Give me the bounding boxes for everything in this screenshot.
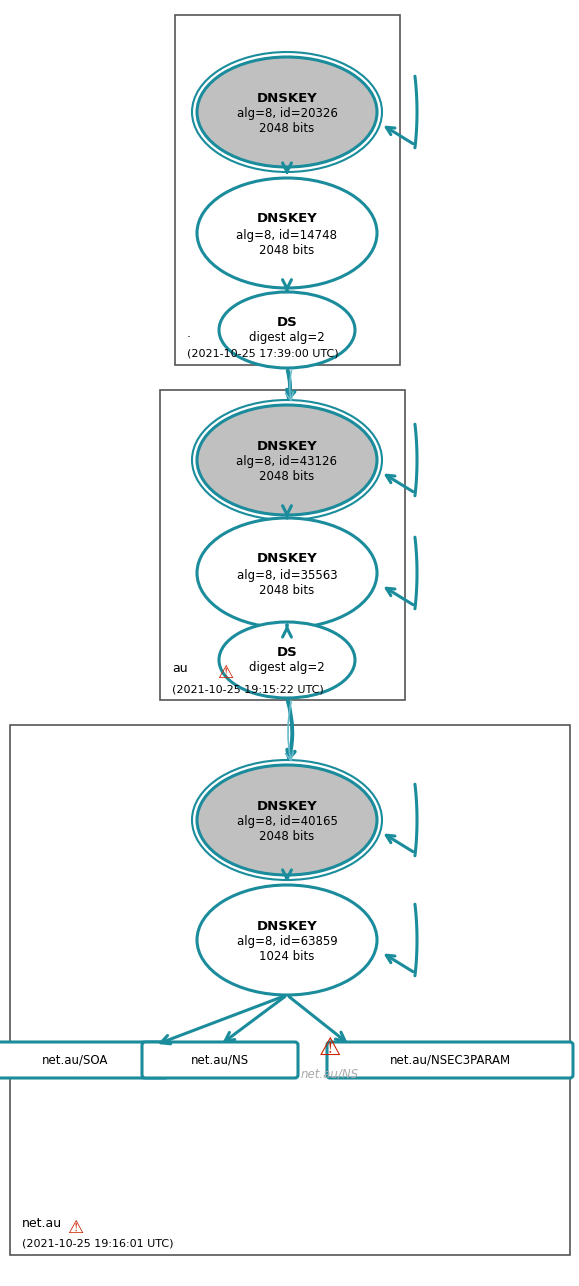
Ellipse shape <box>197 405 377 514</box>
Text: DS: DS <box>277 315 298 328</box>
Text: alg=8, id=40165: alg=8, id=40165 <box>237 815 338 828</box>
Text: .: . <box>187 327 191 340</box>
FancyBboxPatch shape <box>0 1042 168 1078</box>
Text: ⚠: ⚠ <box>67 1219 83 1237</box>
Text: ⚠: ⚠ <box>319 1037 341 1060</box>
Text: digest alg=2: digest alg=2 <box>249 661 325 674</box>
Text: DS: DS <box>277 646 298 658</box>
Text: (2021-10-25 19:15:22 UTC): (2021-10-25 19:15:22 UTC) <box>172 684 324 694</box>
Ellipse shape <box>219 622 355 698</box>
Ellipse shape <box>197 885 377 995</box>
Text: DNSKEY: DNSKEY <box>256 919 317 932</box>
Text: 2048 bits: 2048 bits <box>259 584 314 597</box>
Text: net.au/NS: net.au/NS <box>191 1053 249 1066</box>
Text: 1024 bits: 1024 bits <box>259 950 315 963</box>
Ellipse shape <box>197 57 377 167</box>
Text: net.au/NS: net.au/NS <box>301 1067 359 1080</box>
FancyBboxPatch shape <box>10 725 570 1255</box>
Text: DNSKEY: DNSKEY <box>256 440 317 453</box>
FancyBboxPatch shape <box>142 1042 298 1078</box>
FancyBboxPatch shape <box>175 15 400 365</box>
Text: alg=8, id=43126: alg=8, id=43126 <box>236 455 338 468</box>
Text: digest alg=2: digest alg=2 <box>249 332 325 345</box>
Text: ⚠: ⚠ <box>217 664 233 682</box>
Text: alg=8, id=63859: alg=8, id=63859 <box>237 935 338 949</box>
Ellipse shape <box>219 292 355 368</box>
Text: net.au/NSEC3PARAM: net.au/NSEC3PARAM <box>390 1053 511 1066</box>
FancyBboxPatch shape <box>160 390 405 700</box>
Text: 2048 bits: 2048 bits <box>259 122 314 135</box>
Text: (2021-10-25 17:39:00 UTC): (2021-10-25 17:39:00 UTC) <box>187 349 339 359</box>
Text: alg=8, id=35563: alg=8, id=35563 <box>237 568 338 581</box>
Text: DNSKEY: DNSKEY <box>256 553 317 566</box>
Text: (2021-10-25 19:16:01 UTC): (2021-10-25 19:16:01 UTC) <box>22 1238 174 1249</box>
Text: net.au: net.au <box>22 1217 62 1229</box>
FancyBboxPatch shape <box>327 1042 573 1078</box>
Text: net.au/SOA: net.au/SOA <box>42 1053 108 1066</box>
Text: au: au <box>172 662 188 675</box>
Text: 2048 bits: 2048 bits <box>259 243 314 256</box>
Text: DNSKEY: DNSKEY <box>256 212 317 225</box>
Text: DNSKEY: DNSKEY <box>256 91 317 104</box>
Text: DNSKEY: DNSKEY <box>256 800 317 813</box>
Text: 2048 bits: 2048 bits <box>259 831 314 844</box>
Text: alg=8, id=20326: alg=8, id=20326 <box>237 108 338 121</box>
Ellipse shape <box>197 518 377 628</box>
Ellipse shape <box>197 177 377 288</box>
Text: alg=8, id=14748: alg=8, id=14748 <box>236 229 338 242</box>
Ellipse shape <box>197 765 377 874</box>
Text: 2048 bits: 2048 bits <box>259 471 314 484</box>
